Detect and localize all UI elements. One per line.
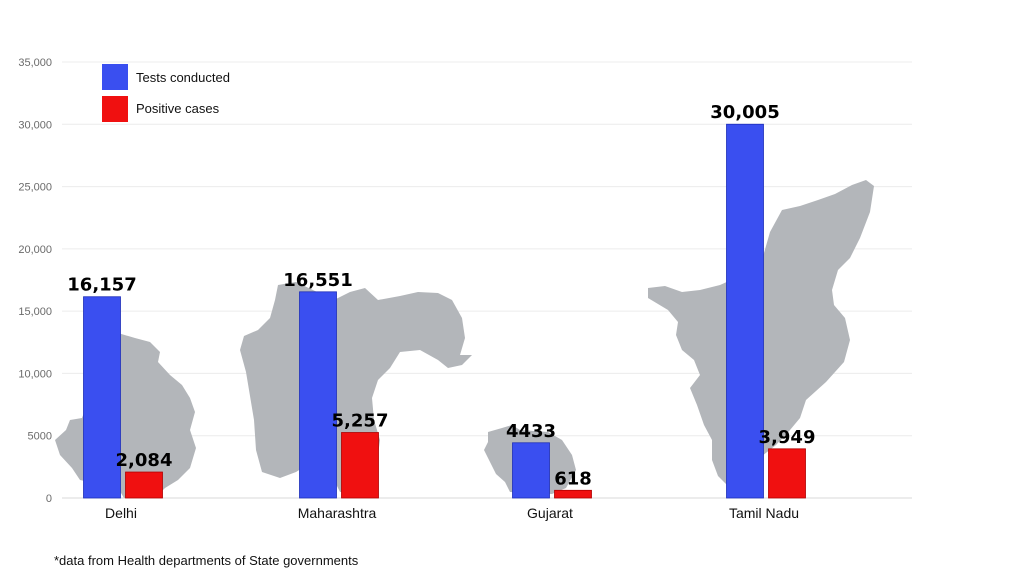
bar-positive-maharashtra	[341, 432, 379, 499]
bar-tests-tamil-nadu	[726, 123, 764, 499]
y-tick-label: 15,000	[18, 306, 52, 318]
bar-positive-tamil-nadu	[768, 448, 806, 499]
y-tick-label: 10,000	[18, 368, 52, 380]
legend: Tests conducted Positive cases	[102, 64, 230, 122]
value-label: 618	[554, 468, 592, 489]
value-label: 3,949	[759, 427, 816, 448]
y-tick-label: 20,000	[18, 244, 52, 256]
bar-tests-maharashtra	[299, 291, 337, 499]
y-tick-label: 35,000	[18, 57, 52, 69]
y-tick-label: 25,000	[18, 182, 52, 194]
category-labels: Delhi Maharashtra Gujarat Tamil Nadu	[105, 505, 799, 521]
category-label: Tamil Nadu	[729, 505, 799, 521]
value-label: 2,084	[116, 450, 173, 471]
value-label: 16,157	[67, 275, 136, 296]
legend-swatch-tests	[102, 64, 128, 90]
maharashtra-map-shape	[240, 282, 472, 492]
legend-label-positive: Positive cases	[136, 101, 220, 116]
value-labels: 16,157 2,084 16,551 5,257 4433 618 30,005 3,949	[67, 102, 815, 489]
bar-positive-delhi	[125, 471, 163, 499]
value-label: 4433	[506, 421, 556, 442]
legend-swatch-positive	[102, 96, 128, 122]
bars	[83, 123, 806, 499]
footnote: *data from Health departments of State g…	[54, 553, 359, 568]
bar-tests-delhi	[83, 296, 121, 499]
y-tick-label: 30,000	[18, 119, 52, 131]
y-axis-tick-labels: 0 5000 10,000 15,000 20,000 25,000 30,000 35,00…	[18, 57, 52, 505]
bar-positive-gujarat	[554, 489, 592, 499]
legend-label-tests: Tests conducted	[136, 70, 230, 85]
bar-tests-gujarat	[512, 442, 550, 499]
category-label: Gujarat	[527, 505, 573, 521]
y-tick-label: 5000	[28, 431, 52, 443]
y-tick-label: 0	[46, 493, 52, 505]
category-label: Delhi	[105, 505, 137, 521]
value-label: 5,257	[332, 411, 389, 432]
gridlines	[62, 61, 912, 499]
category-label: Maharashtra	[298, 505, 377, 521]
value-label: 16,551	[283, 270, 352, 291]
value-label: 30,005	[710, 102, 779, 123]
